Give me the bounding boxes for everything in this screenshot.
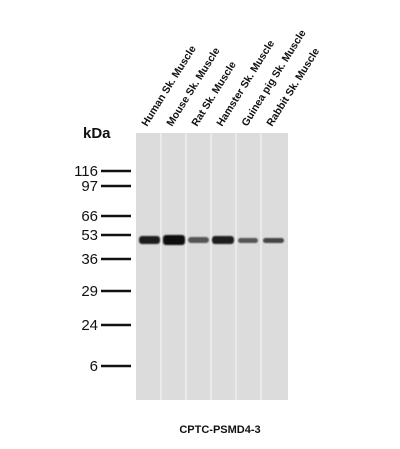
marker-label: 24 [81,317,98,334]
band [263,238,284,243]
marker-label: 6 [90,358,98,375]
marker-label: 97 [81,178,98,195]
band [188,237,209,243]
marker-label: 116 [74,163,98,180]
bands [139,235,284,245]
marker-label: 29 [81,283,98,300]
marker-label: 53 [81,227,98,244]
band [139,236,160,244]
marker-label: 36 [81,251,98,268]
band [163,235,185,245]
band [212,236,234,244]
lane-separators [160,133,262,400]
band [238,238,258,243]
unit-label: kDa [83,125,111,142]
caption: CPTC-PSMD4-3 [179,424,260,436]
marker-label: 66 [81,208,98,225]
membrane [136,133,288,400]
